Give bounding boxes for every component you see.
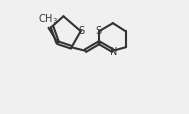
Text: S: S [95, 26, 102, 36]
Text: S: S [78, 26, 84, 36]
Text: CH$_3$: CH$_3$ [38, 13, 58, 26]
Text: N: N [110, 47, 117, 57]
